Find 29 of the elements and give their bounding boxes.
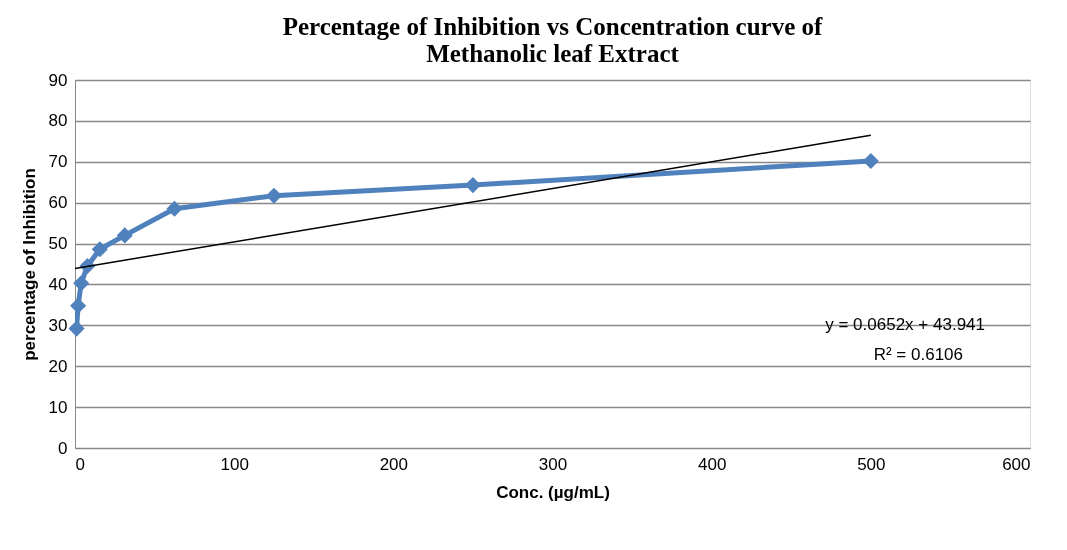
x-tick-label: 200 <box>379 454 409 474</box>
x-tick-label: 100 <box>220 454 249 474</box>
x-tick-label: 300 <box>538 454 568 474</box>
point <box>73 275 90 292</box>
point <box>91 241 108 258</box>
point <box>68 320 85 337</box>
y-tick-label: 70 <box>48 152 68 172</box>
point <box>166 200 183 217</box>
x-tick-label: 600 <box>1002 454 1031 474</box>
y-tick-label: 40 <box>48 274 68 294</box>
x-tick-label: 400 <box>697 454 727 474</box>
y-tick-label: 20 <box>48 356 68 376</box>
y-axis-title: percentage of Inhibition <box>19 168 39 361</box>
text: Methanolic leaf Extract <box>426 40 679 67</box>
y-tick-label: 80 <box>48 111 68 131</box>
text: Percentage of Inhibition vs Concentration curve of <box>282 13 823 40</box>
x-axis-title: Conc. (µg/mL) <box>496 482 610 502</box>
y-tick-label: 90 <box>48 70 68 90</box>
x-tick-label: 500 <box>857 454 886 474</box>
y-tick-label: 10 <box>48 397 68 417</box>
y-tick-label: 60 <box>48 193 68 213</box>
annotation: y = 0.0652x + 43.941 <box>825 315 985 334</box>
y-tick-label: 0 <box>58 438 68 458</box>
point <box>70 297 87 314</box>
annotation: R² = 0.6106 <box>873 345 963 364</box>
x-tick-label: 0 <box>75 454 85 474</box>
y-tick-label: 50 <box>48 234 68 254</box>
point <box>116 227 133 244</box>
y-tick-label: 30 <box>48 315 68 335</box>
